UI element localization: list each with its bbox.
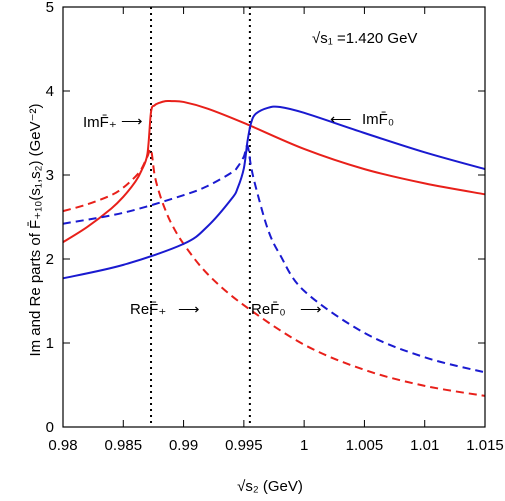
series-line-0 — [62, 99, 486, 244]
x-axis-label: √s₂ (GeV) — [237, 478, 303, 495]
series-layer — [62, 99, 486, 397]
series-line-1 — [62, 148, 486, 397]
label-im-zero: ImF̄₀ — [362, 111, 394, 128]
x-tick-label: 1 — [300, 437, 308, 454]
y-axis-label: Im and Re parts of F̄₊₁₀(s₁,s₂) (GeV⁻²) — [27, 103, 44, 356]
x-tick-label: 0.995 — [225, 437, 263, 454]
parameter-label: √s₁ =1.420 GeV — [312, 30, 417, 47]
y-tick-label: 5 — [46, 0, 54, 16]
x-tick-label: 0.98 — [48, 437, 77, 454]
y-tick-label: 2 — [46, 251, 54, 268]
x-tick-label: 1.005 — [346, 437, 384, 454]
y-tick-label: 4 — [46, 83, 54, 100]
x-tick-label: 1.015 — [466, 437, 504, 454]
arrow-im-zero: ⟵ — [330, 111, 352, 128]
y-tick-label: 3 — [46, 167, 54, 184]
label-im-plus: ImF̄₊ — [83, 114, 117, 131]
arrow-im-plus: ⟶ — [121, 113, 143, 130]
vertical-threshold-lines — [150, 7, 251, 427]
label-re-zero: ReF̄₀ — [251, 301, 286, 318]
series-line-3 — [62, 144, 486, 374]
y-tick-label: 1 — [46, 335, 54, 352]
x-tick-label: 0.985 — [105, 437, 143, 454]
series-line-2 — [62, 105, 486, 280]
arrow-re-zero: ⟶ — [300, 301, 322, 318]
y-tick-label: 0 — [46, 419, 54, 436]
arrow-re-plus: ⟶ — [178, 301, 200, 318]
label-re-plus: ReF̄₊ — [130, 301, 166, 318]
axis-ticks: 0.98 0.985 0.99 0.995 1 1.005 1.01 1.015 0 1 2 3 4 5 — [46, 0, 504, 454]
plot-frame — [62, 6, 486, 428]
x-tick-label: 1.01 — [410, 437, 439, 454]
x-tick-label: 0.99 — [169, 437, 198, 454]
